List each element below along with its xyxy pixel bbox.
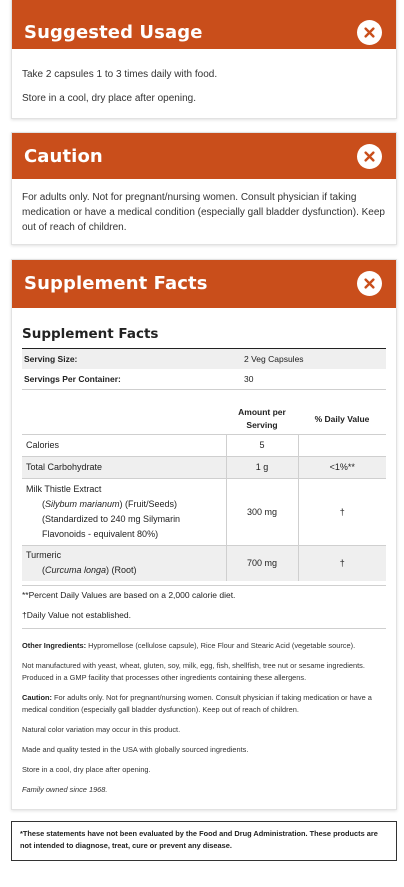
storage-note: Store in a cool, dry place after opening… xyxy=(22,765,151,774)
usage-line-2: Store in a cool, dry place after opening… xyxy=(22,93,196,104)
other-ingredients-text: Hypromellose (cellulose capsule), Rice F… xyxy=(86,641,356,650)
close-icon xyxy=(364,151,375,162)
table-row: Calories 5 xyxy=(22,433,386,456)
nutrient-latin-name: Silybum marianum xyxy=(45,498,120,509)
close-suggested-usage-button[interactable] xyxy=(357,20,382,45)
serving-size-value: 2 Veg Capsules xyxy=(242,349,386,369)
fda-disclaimer: *These statements have not been evaluate… xyxy=(11,821,397,861)
usage-line-1: Take 2 capsules 1 to 3 times daily with … xyxy=(22,69,218,80)
servings-per-container-value: 30 xyxy=(244,374,254,384)
close-supplement-facts-button[interactable] xyxy=(357,271,382,296)
suggested-usage-header[interactable]: Suggested Usage xyxy=(12,0,396,49)
caution-note-label: Caution: xyxy=(22,693,52,702)
nutrient-daily-value: † xyxy=(298,477,386,545)
nutrient-part: (Root) xyxy=(109,565,137,576)
table-row: Turmeric (Curcuma longa) (Root) 700 mg † xyxy=(22,544,386,581)
supplement-facts-header[interactable]: Supplement Facts xyxy=(12,260,396,308)
nutrient-name: Milk Thistle Extract xyxy=(26,483,102,494)
caution-text: For adults only. Not for pregnant/nursin… xyxy=(22,192,385,233)
table-row: Total Carbohydrate 1 g <1%** xyxy=(22,455,386,478)
servings-per-container-label: Servings Per Container: xyxy=(24,374,121,384)
other-ingredients: Other Ingredients: Hypromellose (cellulo… xyxy=(22,640,386,652)
close-icon xyxy=(364,278,375,289)
supplement-facts-header-title: Supplement Facts xyxy=(24,273,208,294)
servings-per-container-row: Servings Per Container: 30 xyxy=(22,369,386,389)
serving-size-label: Serving Size: xyxy=(22,349,242,369)
nutrient-part: (Fruit/Seeds) xyxy=(122,498,178,509)
caution-panel: Caution For adults only. Not for pregnan… xyxy=(11,132,397,245)
nutrient-name: Turmeric xyxy=(26,550,62,561)
supplement-facts-panel-title: Supplement Facts xyxy=(22,326,159,342)
amount-per-serving-header: Amount per Serving xyxy=(238,406,286,430)
allergen-note: Not manufactured with yeast, wheat, glut… xyxy=(22,661,365,682)
serving-info: Serving Size: 2 Veg Capsules Servings Pe… xyxy=(22,349,386,389)
family-owned-note: Family owned since 1968. xyxy=(22,785,108,794)
nutrient-daily-value: † xyxy=(298,544,386,581)
nutrient-daily-value xyxy=(298,433,386,456)
divider xyxy=(22,628,386,629)
footnote-dv-not-established: †Daily Value not established. xyxy=(22,610,131,620)
caution-note: Caution: For adults only. Not for pregna… xyxy=(22,692,386,716)
made-in-usa-note: Made and quality tested in the USA with … xyxy=(22,745,249,754)
close-caution-button[interactable] xyxy=(357,144,382,169)
footnote-percent-dv: **Percent Daily Values are based on a 2,… xyxy=(22,590,236,600)
color-variation-note: Natural color variation may occur in thi… xyxy=(22,725,181,734)
nutrient-latin-name: Curcuma longa xyxy=(45,565,107,576)
suggested-usage-panel: Suggested Usage Take 2 capsules 1 to 3 t… xyxy=(11,0,397,119)
nutrient-name: Total Carbohydrate xyxy=(22,455,227,478)
nutrient-daily-value: <1%** xyxy=(298,455,386,478)
nutrient-amount: 700 mg xyxy=(226,544,299,581)
caution-title: Caution xyxy=(24,146,103,167)
other-ingredients-label: Other Ingredients: xyxy=(22,641,87,650)
caution-note-text: For adults only. Not for pregnant/nursin… xyxy=(22,693,372,714)
daily-value-header: % Daily Value xyxy=(314,413,370,424)
close-icon xyxy=(364,27,375,38)
divider xyxy=(22,585,386,586)
suggested-usage-title: Suggested Usage xyxy=(24,22,203,43)
nutrient-name: Calories xyxy=(22,433,227,456)
nutrient-amount: 1 g xyxy=(226,455,299,478)
caution-header[interactable]: Caution xyxy=(12,133,396,179)
nutrient-amount: 300 mg xyxy=(226,477,299,545)
nutrient-table-wrap: Amount per Serving % Daily Value Calorie… xyxy=(22,404,386,581)
table-row: Milk Thistle Extract (Silybum marianum) … xyxy=(22,477,386,545)
nutrient-standardization: (Standardized to 240 mg Silymarin Flavon… xyxy=(42,513,181,539)
supplement-facts-panel: Supplement Facts Supplement Facts Servin… xyxy=(11,259,397,810)
divider xyxy=(22,389,386,390)
nutrient-table: Amount per Serving % Daily Value Calorie… xyxy=(22,404,386,581)
serving-size-row: Serving Size: 2 Veg Capsules xyxy=(22,349,386,369)
nutrient-amount: 5 xyxy=(226,433,299,456)
